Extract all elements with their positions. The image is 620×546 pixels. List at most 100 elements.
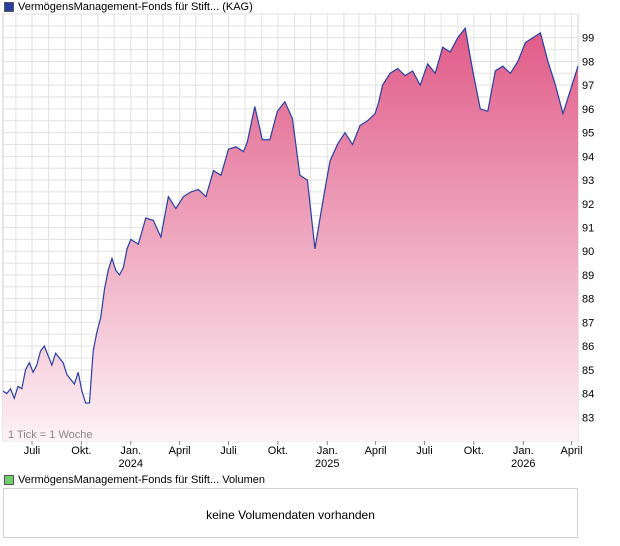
price-point — [130, 239, 131, 240]
price-point — [532, 37, 533, 38]
price-point — [487, 111, 488, 112]
x-tick-label: Jan. — [513, 445, 534, 457]
y-tick-label: 87 — [582, 317, 594, 329]
price-point — [480, 108, 481, 109]
x-tick-label: Juli — [24, 445, 41, 457]
price-point — [352, 144, 353, 145]
x-tick-label: Jan. — [317, 445, 338, 457]
price-area — [3, 28, 578, 441]
price-point — [284, 101, 285, 102]
price-point — [55, 353, 56, 354]
price-point — [427, 63, 428, 64]
y-tick-label: 99 — [582, 33, 594, 45]
price-point — [502, 66, 503, 67]
x-year-label: 2024 — [119, 458, 143, 470]
price-point — [435, 73, 436, 74]
price-point — [228, 149, 229, 150]
price-point — [108, 270, 109, 271]
price-point — [213, 170, 214, 171]
price-point — [269, 139, 270, 140]
price-point — [540, 32, 541, 33]
price-point — [442, 47, 443, 48]
price-line — [2, 26, 579, 404]
x-tick-label: Juli — [416, 445, 433, 457]
price-point — [562, 113, 563, 114]
price-point — [85, 402, 86, 403]
x-tick-label: Juli — [220, 445, 237, 457]
price-point — [367, 120, 368, 121]
price-point — [247, 142, 248, 143]
price-point — [29, 362, 30, 363]
price-point — [96, 331, 97, 332]
price-point — [190, 191, 191, 192]
price-chart: 83 84 85 86 87 88 89 90 91 92 93 94 95 96 97 98 99 Juli Ok… — [2, 13, 594, 470]
price-point — [570, 89, 571, 90]
price-point — [397, 68, 398, 69]
price-point — [577, 66, 578, 67]
price-point — [119, 274, 120, 275]
price-point — [299, 175, 300, 176]
price-point — [389, 73, 390, 74]
price-point — [63, 362, 64, 363]
price-point — [235, 146, 236, 147]
price-point — [465, 28, 466, 29]
price-point — [547, 61, 548, 62]
price-point — [59, 357, 60, 358]
price-point — [89, 402, 90, 403]
price-point — [322, 203, 323, 204]
price-point — [510, 73, 511, 74]
price-point — [51, 364, 52, 365]
y-tick-label: 97 — [582, 80, 594, 92]
y-tick-label: 86 — [582, 341, 594, 353]
x-year-label: 2026 — [511, 458, 535, 470]
price-point — [21, 388, 22, 389]
y-tick-label: 91 — [582, 223, 594, 235]
price-point — [472, 70, 473, 71]
price-point — [70, 379, 71, 380]
price-point — [111, 258, 112, 259]
price-legend: VermögensManagement-Fonds für Stift... (… — [4, 0, 253, 14]
price-point — [517, 61, 518, 62]
price-point — [307, 179, 308, 180]
volume-panel: keine Volumendaten vorhanden — [3, 488, 578, 538]
price-point — [10, 388, 11, 389]
y-tick-label: 88 — [582, 294, 594, 306]
price-legend-swatch — [4, 2, 14, 12]
price-point — [405, 75, 406, 76]
y-tick-label: 92 — [582, 199, 594, 211]
y-tick-label: 83 — [582, 412, 594, 424]
price-point — [66, 374, 67, 375]
price-point — [74, 383, 75, 384]
price-point — [183, 196, 184, 197]
price-point — [374, 113, 375, 114]
x-tick-label: Okt. — [268, 445, 288, 457]
price-point — [48, 355, 49, 356]
price-point — [382, 85, 383, 86]
price-point — [104, 289, 105, 290]
y-tick-label: 84 — [582, 389, 594, 401]
price-point — [198, 189, 199, 190]
price-point — [412, 70, 413, 71]
price-point — [344, 132, 345, 133]
price-legend-label: VermögensManagement-Fonds für Stift... (… — [18, 1, 253, 13]
price-point — [78, 372, 79, 373]
price-point — [314, 248, 315, 249]
price-point — [40, 350, 41, 351]
price-point — [205, 196, 206, 197]
price-point — [220, 175, 221, 176]
price-point — [44, 346, 45, 347]
price-point — [329, 160, 330, 161]
price-point — [555, 85, 556, 86]
x-tick-label: April — [561, 445, 583, 457]
price-point — [123, 267, 124, 268]
price-point — [359, 125, 360, 126]
volume-legend: VermögensManagement-Fonds für Stift... V… — [4, 473, 265, 487]
price-point — [243, 151, 244, 152]
x-tick-label: Jan. — [120, 445, 141, 457]
price-point — [93, 350, 94, 351]
tick-interval-note: 1 Tick = 1 Woche — [8, 429, 93, 441]
volume-legend-swatch — [4, 475, 14, 485]
price-point — [138, 244, 139, 245]
price-point — [17, 386, 18, 387]
x-tick-label: April — [169, 445, 191, 457]
